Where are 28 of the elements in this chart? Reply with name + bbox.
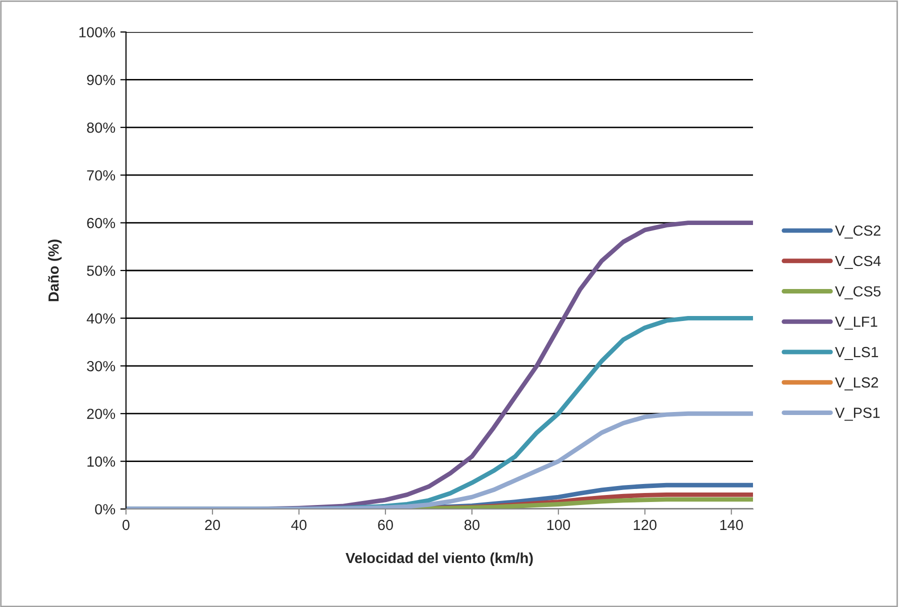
legend-label: V_CS5 [835, 286, 881, 300]
y-tick-label: 70% [87, 170, 116, 181]
x-tick-label: 20 [205, 520, 220, 530]
x-tick-label: 120 [634, 520, 656, 530]
y-tick-label: 10% [88, 456, 116, 467]
legend-label: V_LS1 [835, 346, 878, 360]
legend-label: V_CS2 [835, 225, 880, 239]
x-tick-label: 80 [464, 520, 480, 530]
x-axis-title: Velocidad del viento (km/h) [346, 552, 533, 566]
y-tick-label: 30% [86, 361, 116, 372]
x-tick-label: 60 [378, 520, 393, 530]
legend-label: V_PS1 [835, 408, 880, 421]
y-tick-label: 20% [87, 408, 116, 420]
legend-label: V_LF1 [835, 316, 878, 330]
y-tick-label: 80% [87, 122, 116, 133]
x-tick-label: 40 [291, 520, 307, 530]
y-tick-label: 60% [87, 218, 116, 228]
x-tick-label: 100 [547, 520, 570, 530]
y-tick-label: 90% [87, 74, 116, 86]
legend-label: V_LS2 [835, 377, 878, 390]
x-tick-label: 140 [720, 520, 743, 530]
y-tick-label: 100% [79, 27, 116, 38]
legend-label: V_CS4 [835, 256, 881, 269]
y-axis-title: Daño (%) [48, 240, 62, 302]
y-tick-label: 40% [86, 313, 116, 324]
y-tick-label: 50% [86, 266, 116, 276]
x-tick-label: 0 [122, 520, 130, 530]
y-tick-label: 0% [95, 504, 116, 514]
